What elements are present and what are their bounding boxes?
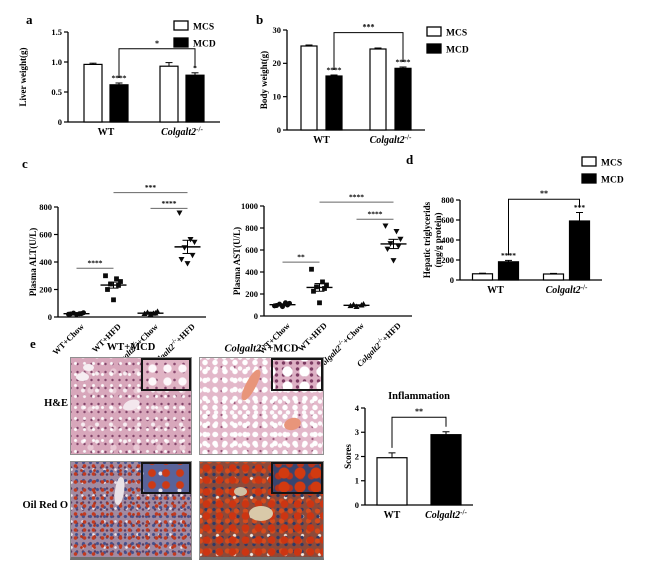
svg-text:200: 200 <box>245 289 258 299</box>
stain-label-oil-red-o: Oil Red O <box>22 500 68 511</box>
svg-text:****: **** <box>162 199 177 208</box>
svg-text:800: 800 <box>245 223 258 233</box>
svg-text:600: 600 <box>39 229 52 239</box>
panel-b-label: b <box>256 12 264 27</box>
svg-text:Body weight(g): Body weight(g) <box>259 51 269 109</box>
stain-label-he: H&E <box>44 398 68 409</box>
svg-text:(mg/g protein): (mg/g protein) <box>433 212 443 267</box>
he-colgalt2-mcd-image <box>199 357 324 455</box>
svg-text:2: 2 <box>355 451 359 461</box>
svg-text:30: 30 <box>273 25 282 35</box>
panel-a-label: a <box>26 12 33 27</box>
svg-text:**: ** <box>540 189 548 198</box>
svg-text:0: 0 <box>355 500 359 510</box>
svg-text:1000: 1000 <box>241 201 258 211</box>
svg-text:800: 800 <box>39 202 52 212</box>
vessel <box>249 505 274 521</box>
svg-text:MCS: MCS <box>601 159 622 169</box>
he-colgalt2-inset <box>271 358 323 391</box>
panel-c-label: c <box>22 156 28 171</box>
svg-text:3: 3 <box>355 427 359 437</box>
panel-e-label: e <box>30 336 36 351</box>
vessel <box>75 373 89 382</box>
svg-text:MCS: MCS <box>446 29 467 39</box>
svg-text:***: *** <box>145 183 157 192</box>
svg-text:1.0: 1.0 <box>51 57 62 67</box>
svg-text:1.5: 1.5 <box>51 27 62 37</box>
svg-text:****: **** <box>368 210 383 219</box>
svg-text:***: *** <box>363 23 375 32</box>
panel-d-label: d <box>406 152 414 167</box>
inflammation-chart: 0 1 2 3 4 Scores Inflammation WT Colgalt2-/- ** <box>343 391 473 522</box>
oil-red-o-colgalt2-mcd-image <box>199 461 324 560</box>
svg-text:400: 400 <box>39 257 52 267</box>
svg-text:400: 400 <box>245 267 258 277</box>
hepatic-tg-chart: 0 200 400 600 800 Hepatic triglycerids (mg/g p… <box>422 156 624 297</box>
he-wt-mcd-image <box>70 357 192 455</box>
svg-text:WT: WT <box>384 510 401 521</box>
svg-text:MCS: MCS <box>193 23 214 33</box>
oil-red-o-wt-inset <box>140 462 191 495</box>
svg-text:Colgalt2-/-: Colgalt2-/- <box>370 134 412 147</box>
svg-text:MCD: MCD <box>193 40 216 50</box>
svg-text:10: 10 <box>273 91 282 101</box>
svg-text:200: 200 <box>39 284 52 294</box>
svg-text:800: 800 <box>441 195 454 205</box>
vessel <box>113 476 127 506</box>
column-title-colgalt2-mcd: Colgalt2-/-+MCD <box>224 342 299 355</box>
svg-text:****: **** <box>349 193 364 202</box>
svg-text:0: 0 <box>48 312 52 322</box>
svg-text:**: ** <box>415 407 423 416</box>
svg-text:400: 400 <box>441 235 454 245</box>
svg-text:Plasma ALT(U/L): Plasma ALT(U/L) <box>28 228 38 296</box>
svg-text:WT: WT <box>487 285 504 296</box>
svg-text:20: 20 <box>273 58 282 68</box>
svg-text:Liver weight(g): Liver weight(g) <box>18 47 28 106</box>
svg-text:*: * <box>193 63 197 72</box>
svg-text:0: 0 <box>450 275 454 285</box>
svg-text:Colgalt2-/-: Colgalt2-/- <box>546 284 588 297</box>
svg-text:Hepatic triglycerids: Hepatic triglycerids <box>422 201 432 278</box>
svg-text:0.5: 0.5 <box>51 87 62 97</box>
oil-red-o-wt-mcd-image <box>70 461 192 560</box>
svg-text:WT: WT <box>98 127 115 138</box>
svg-text:Scores: Scores <box>343 444 353 469</box>
svg-text:Colgalt2-/-: Colgalt2-/- <box>161 126 203 139</box>
svg-text:600: 600 <box>245 245 258 255</box>
svg-text:200: 200 <box>441 255 454 265</box>
svg-text:MCD: MCD <box>446 46 469 56</box>
column-title-wt-mcd: WT+MCD <box>106 342 156 353</box>
vessel <box>282 415 302 432</box>
svg-text:Inflammation: Inflammation <box>388 391 450 402</box>
svg-text:**: ** <box>297 253 305 262</box>
vessel <box>234 486 248 496</box>
svg-text:0: 0 <box>277 125 281 135</box>
svg-text:4: 4 <box>355 403 360 413</box>
svg-text:1: 1 <box>355 476 359 486</box>
svg-text:0: 0 <box>58 117 62 127</box>
svg-text:****: **** <box>88 259 103 268</box>
svg-text:MCD: MCD <box>601 176 624 186</box>
svg-text:600: 600 <box>441 215 454 225</box>
svg-text:WT: WT <box>313 135 330 146</box>
vessel <box>121 397 141 413</box>
svg-text:*: * <box>155 39 159 48</box>
svg-text:0: 0 <box>254 311 258 321</box>
svg-text:Plasma AST(U/L): Plasma AST(U/L) <box>232 227 242 295</box>
he-wt-inset <box>140 358 191 391</box>
vessel <box>238 367 263 402</box>
svg-text:Colgalt2-/-: Colgalt2-/- <box>425 509 467 522</box>
vessel <box>83 363 94 371</box>
oil-red-o-colgalt2-inset <box>271 462 323 495</box>
